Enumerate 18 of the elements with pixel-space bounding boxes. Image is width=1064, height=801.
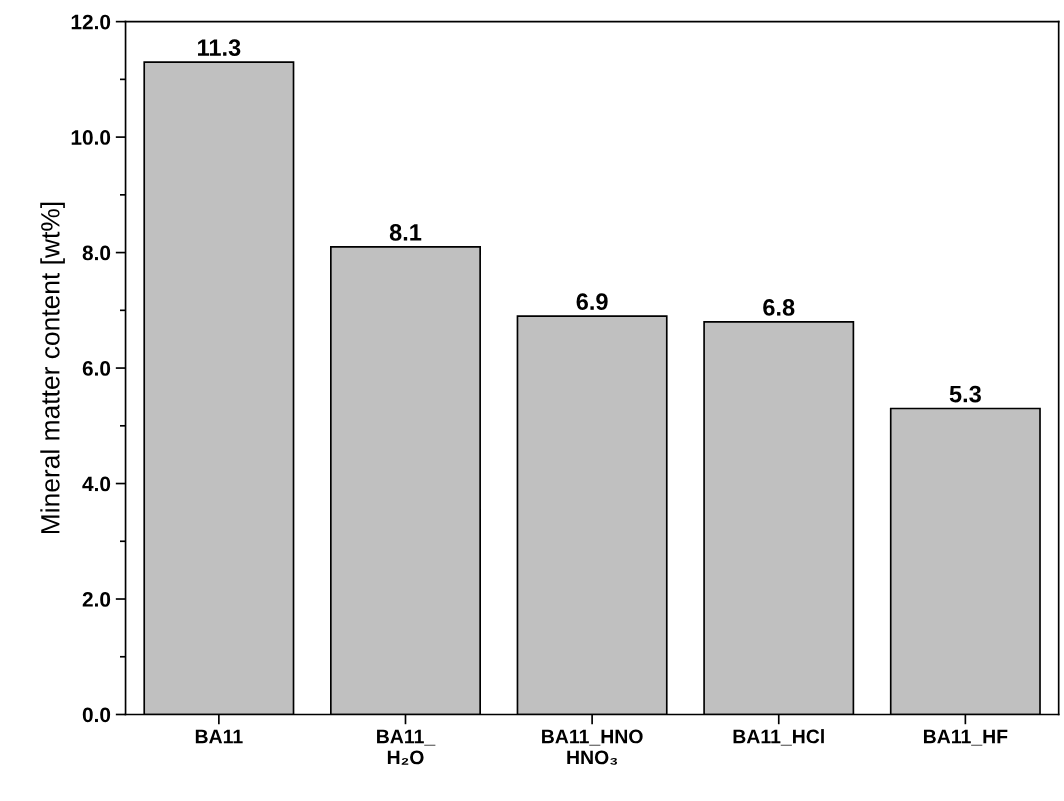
y-tick-label: 10.0 bbox=[71, 130, 111, 145]
y-tick-label: 6.0 bbox=[82, 361, 111, 376]
x-tick-label: BA11_ H₂O bbox=[377, 729, 436, 765]
y-tick-label: 2.0 bbox=[82, 592, 111, 607]
x-tick-label: BA11 bbox=[195, 729, 243, 744]
y-axis-title: Mineral matter content [wt%] bbox=[40, 202, 65, 534]
x-tick-label: BA11_HF bbox=[923, 729, 1008, 746]
data-label: 5.3 bbox=[949, 385, 981, 403]
data-label: 11.3 bbox=[198, 39, 241, 57]
data-label: 6.8 bbox=[763, 299, 795, 316]
y-tick-label: 12.0 bbox=[71, 14, 111, 30]
data-label: 8.1 bbox=[389, 224, 422, 241]
y-tick-label: 0.0 bbox=[82, 707, 111, 723]
y-tick-label: 8.0 bbox=[82, 245, 111, 261]
x-tick-label: BA11_HCl bbox=[733, 729, 824, 746]
data-label: 6.9 bbox=[576, 293, 608, 311]
y-tick-label: 4.0 bbox=[82, 476, 111, 492]
x-tick-label: BA11_HNO HNO₃ bbox=[542, 729, 643, 765]
